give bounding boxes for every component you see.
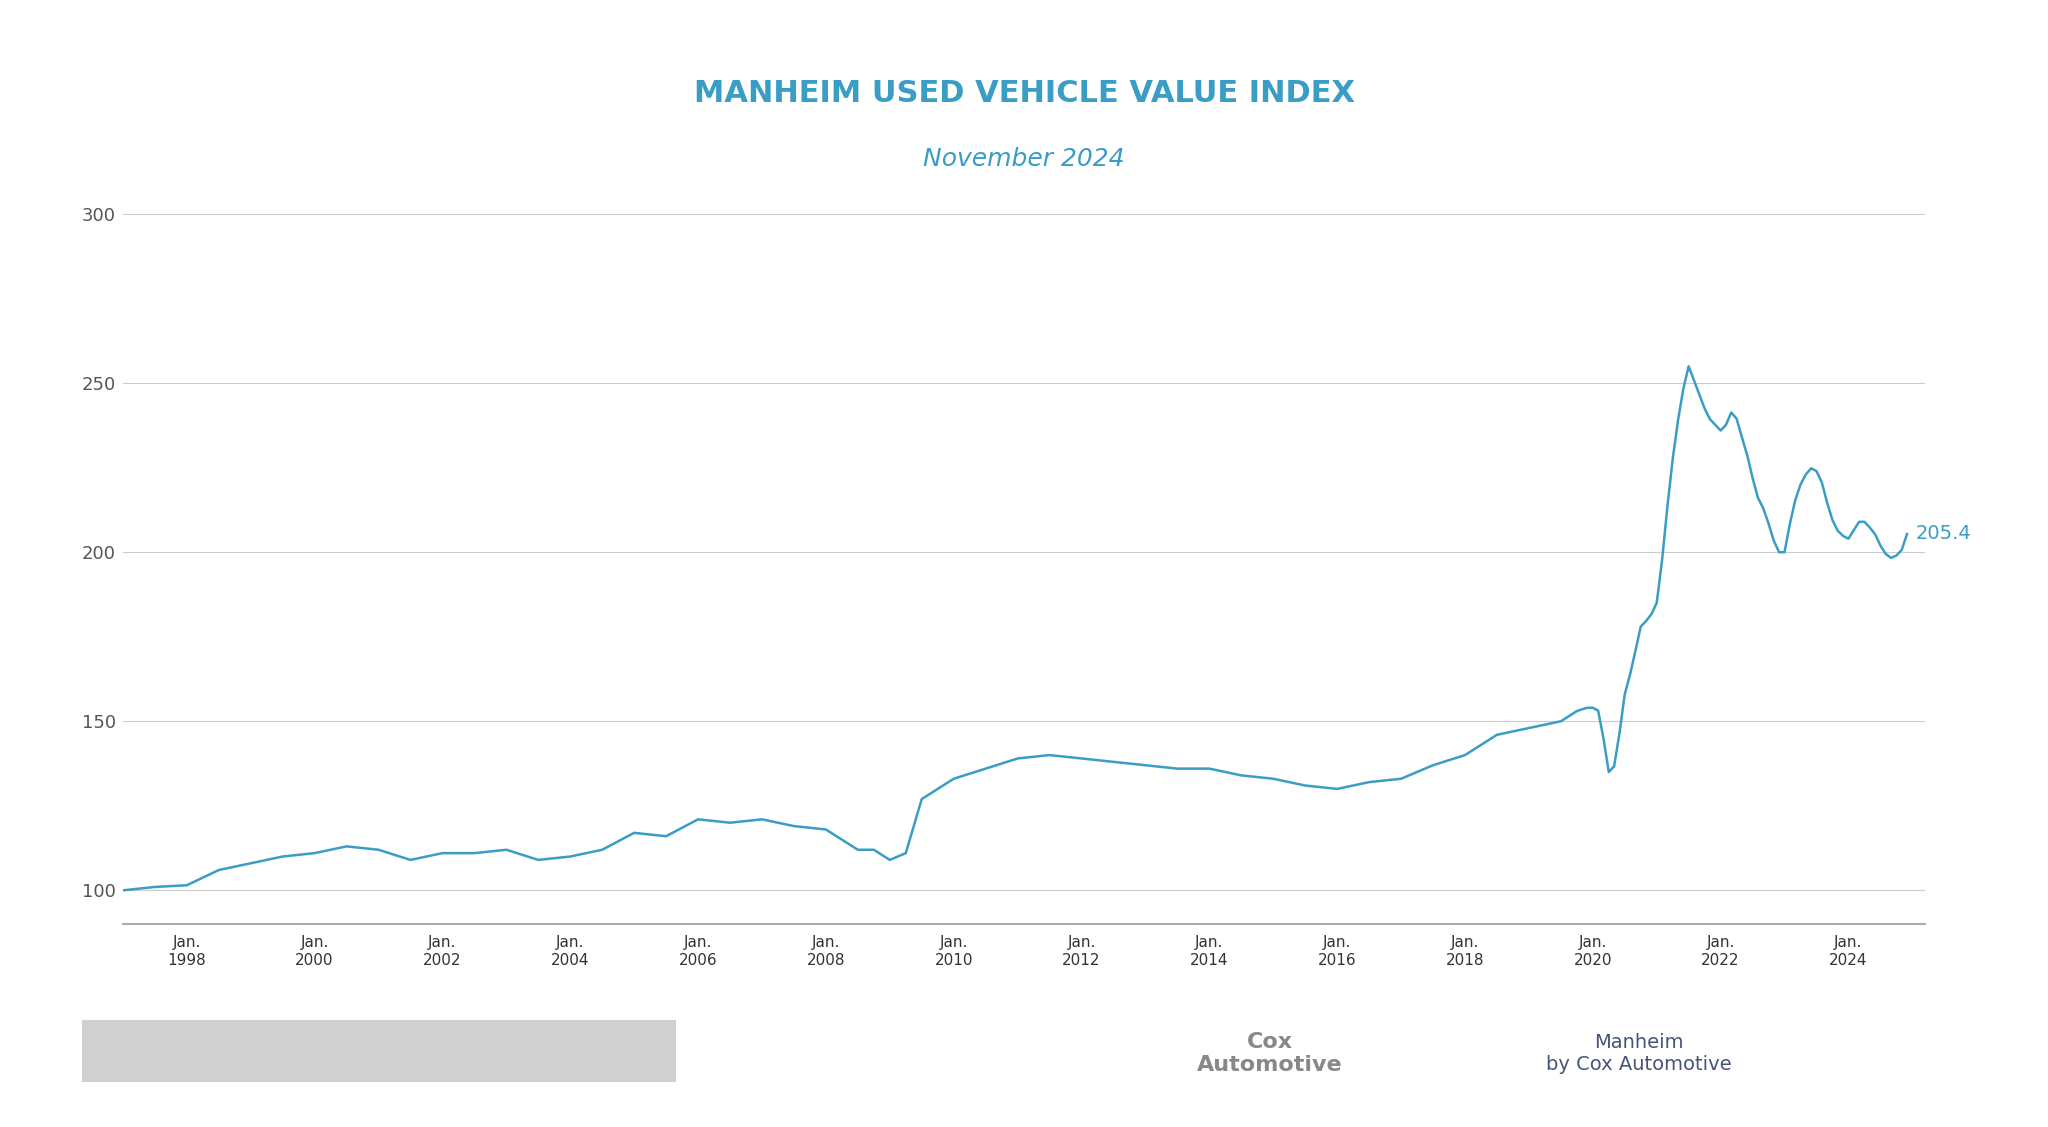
Text: November 2024: November 2024 xyxy=(924,147,1124,170)
Text: Manheim
by Cox Automotive: Manheim by Cox Automotive xyxy=(1546,1033,1731,1074)
Text: Cox
Automotive: Cox Automotive xyxy=(1196,1032,1343,1075)
Text: 205.4: 205.4 xyxy=(1915,524,1972,543)
Text: MANHEIM USED VEHICLE VALUE INDEX: MANHEIM USED VEHICLE VALUE INDEX xyxy=(694,79,1354,108)
